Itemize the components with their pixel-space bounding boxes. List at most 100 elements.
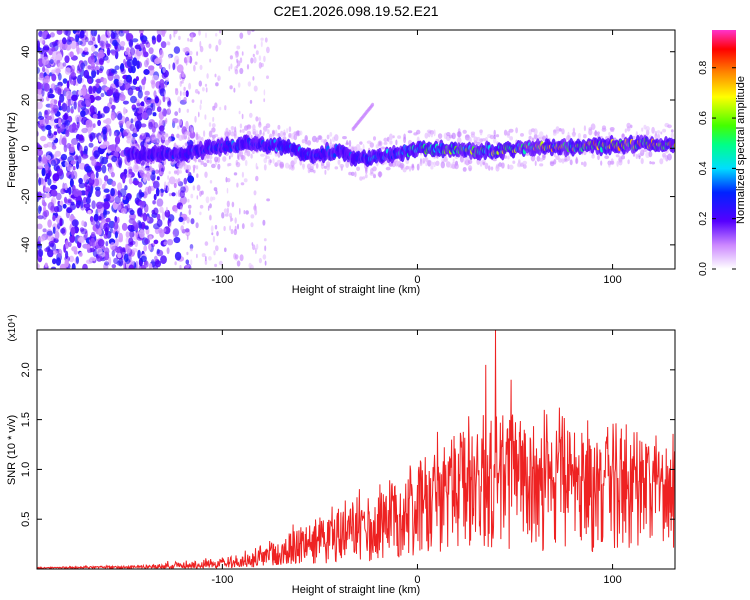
heatmap-cell	[189, 124, 192, 132]
heatmap-cell	[41, 155, 48, 165]
heatmap-cell	[222, 156, 227, 162]
heatmap-cell	[92, 85, 97, 94]
heatmap-cell	[113, 221, 119, 231]
heatmap-cell	[618, 157, 623, 162]
heatmap-cell	[600, 160, 603, 166]
heatmap-cell	[132, 57, 138, 67]
heatmap-cell	[282, 132, 286, 137]
heatmap-cell	[57, 72, 62, 81]
spectrogram-frame	[36, 29, 676, 270]
heatmap-cell	[49, 59, 54, 65]
heatmap-cell	[175, 178, 178, 184]
heatmap-cell	[47, 132, 54, 139]
heatmap-cell	[169, 222, 172, 228]
heatmap-cell	[103, 188, 110, 193]
heatmap-cell	[80, 228, 88, 235]
heatmap-cell	[630, 124, 633, 129]
heatmap-cell	[71, 219, 79, 227]
heatmap-cell	[70, 68, 75, 77]
heatmap-cell	[127, 224, 135, 231]
heatmap-cell	[151, 102, 156, 112]
heatmap-cell	[88, 247, 96, 253]
heatmap-cell	[212, 235, 215, 243]
heatmap-cell	[85, 165, 92, 173]
heatmap-cell	[44, 187, 51, 192]
heatmap-cell	[392, 135, 395, 139]
heatmap-cell	[71, 138, 79, 145]
heatmap-cell	[54, 150, 62, 157]
heatmap-cell	[256, 243, 259, 250]
heatmap-cell	[92, 123, 96, 128]
heatmap-cell	[254, 203, 257, 210]
heatmap-cell	[657, 134, 660, 139]
heatmap-cell	[114, 231, 118, 239]
heatmap-cell	[267, 129, 270, 135]
heatmap-cell	[138, 85, 143, 93]
heatmap-cell	[81, 127, 89, 134]
heatmap-cell	[235, 53, 238, 58]
heatmap-cell	[64, 259, 69, 268]
heatmap-cell	[176, 168, 180, 176]
heatmap-cell	[110, 111, 116, 121]
heatmap-cell	[138, 265, 143, 269]
heatmap-cell	[185, 228, 190, 233]
heatmap-cell	[217, 163, 221, 170]
heatmap-cell	[42, 44, 50, 53]
heatmap-cell	[159, 64, 163, 70]
heatmap-cell	[51, 145, 57, 150]
heatmap-cell	[397, 160, 402, 165]
heatmap-cell	[234, 126, 237, 133]
heatmap-cell	[159, 206, 164, 213]
heatmap-cell	[246, 64, 250, 70]
heatmap-cell	[102, 129, 107, 135]
heatmap-cell	[542, 154, 546, 160]
heatmap-cell	[44, 262, 48, 268]
heatmap-cell	[141, 78, 146, 86]
heatmap-cell	[395, 139, 398, 146]
heatmap-cell	[512, 160, 516, 164]
heatmap-cell	[452, 158, 455, 163]
heatmap-cell	[159, 171, 164, 176]
heatmap-cell	[112, 201, 117, 209]
heatmap-cell	[131, 143, 137, 147]
heatmap-cell	[206, 159, 210, 164]
heatmap-cell	[208, 122, 212, 127]
heatmap-cell	[96, 201, 104, 209]
heatmap-cell	[166, 247, 170, 255]
heatmap-cell	[138, 221, 142, 229]
heatmap-cell	[162, 119, 167, 123]
heatmap-cell	[159, 49, 164, 59]
heatmap-cell	[507, 155, 510, 160]
heatmap-cell	[597, 154, 600, 161]
heatmap-cell	[226, 178, 231, 183]
heatmap-cell	[241, 113, 244, 120]
heatmap-cell	[632, 135, 636, 140]
heatmap-cell	[165, 206, 168, 213]
heatmap-cell	[87, 210, 92, 215]
heatmap-cell	[430, 132, 433, 138]
heatmap-cell	[643, 149, 647, 153]
heatmap-cell	[104, 226, 109, 236]
heatmap-cell	[148, 243, 152, 251]
heatmap-cell	[70, 160, 76, 165]
heatmap-cell	[211, 163, 216, 169]
heatmap-cell	[98, 216, 102, 221]
heatmap-cell	[153, 239, 159, 245]
heatmap-cell	[181, 133, 186, 140]
heatmap-cell	[476, 136, 481, 142]
heatmap-cell	[667, 124, 672, 129]
heatmap-cell	[640, 158, 644, 165]
heatmap-cell	[199, 45, 204, 53]
heatmap-cell	[253, 44, 257, 49]
heatmap-cell	[114, 216, 118, 223]
heatmap-cell	[54, 230, 60, 240]
heatmap-cell	[122, 30, 130, 34]
heatmap-cell	[103, 247, 110, 256]
heatmap-cell	[190, 193, 194, 199]
heatmap-cell	[132, 220, 137, 226]
heatmap-cell	[604, 155, 610, 160]
heatmap-cell	[176, 162, 180, 167]
heatmap-cell	[97, 110, 101, 118]
heatmap-cell	[73, 101, 77, 110]
heatmap-cell	[266, 46, 270, 54]
